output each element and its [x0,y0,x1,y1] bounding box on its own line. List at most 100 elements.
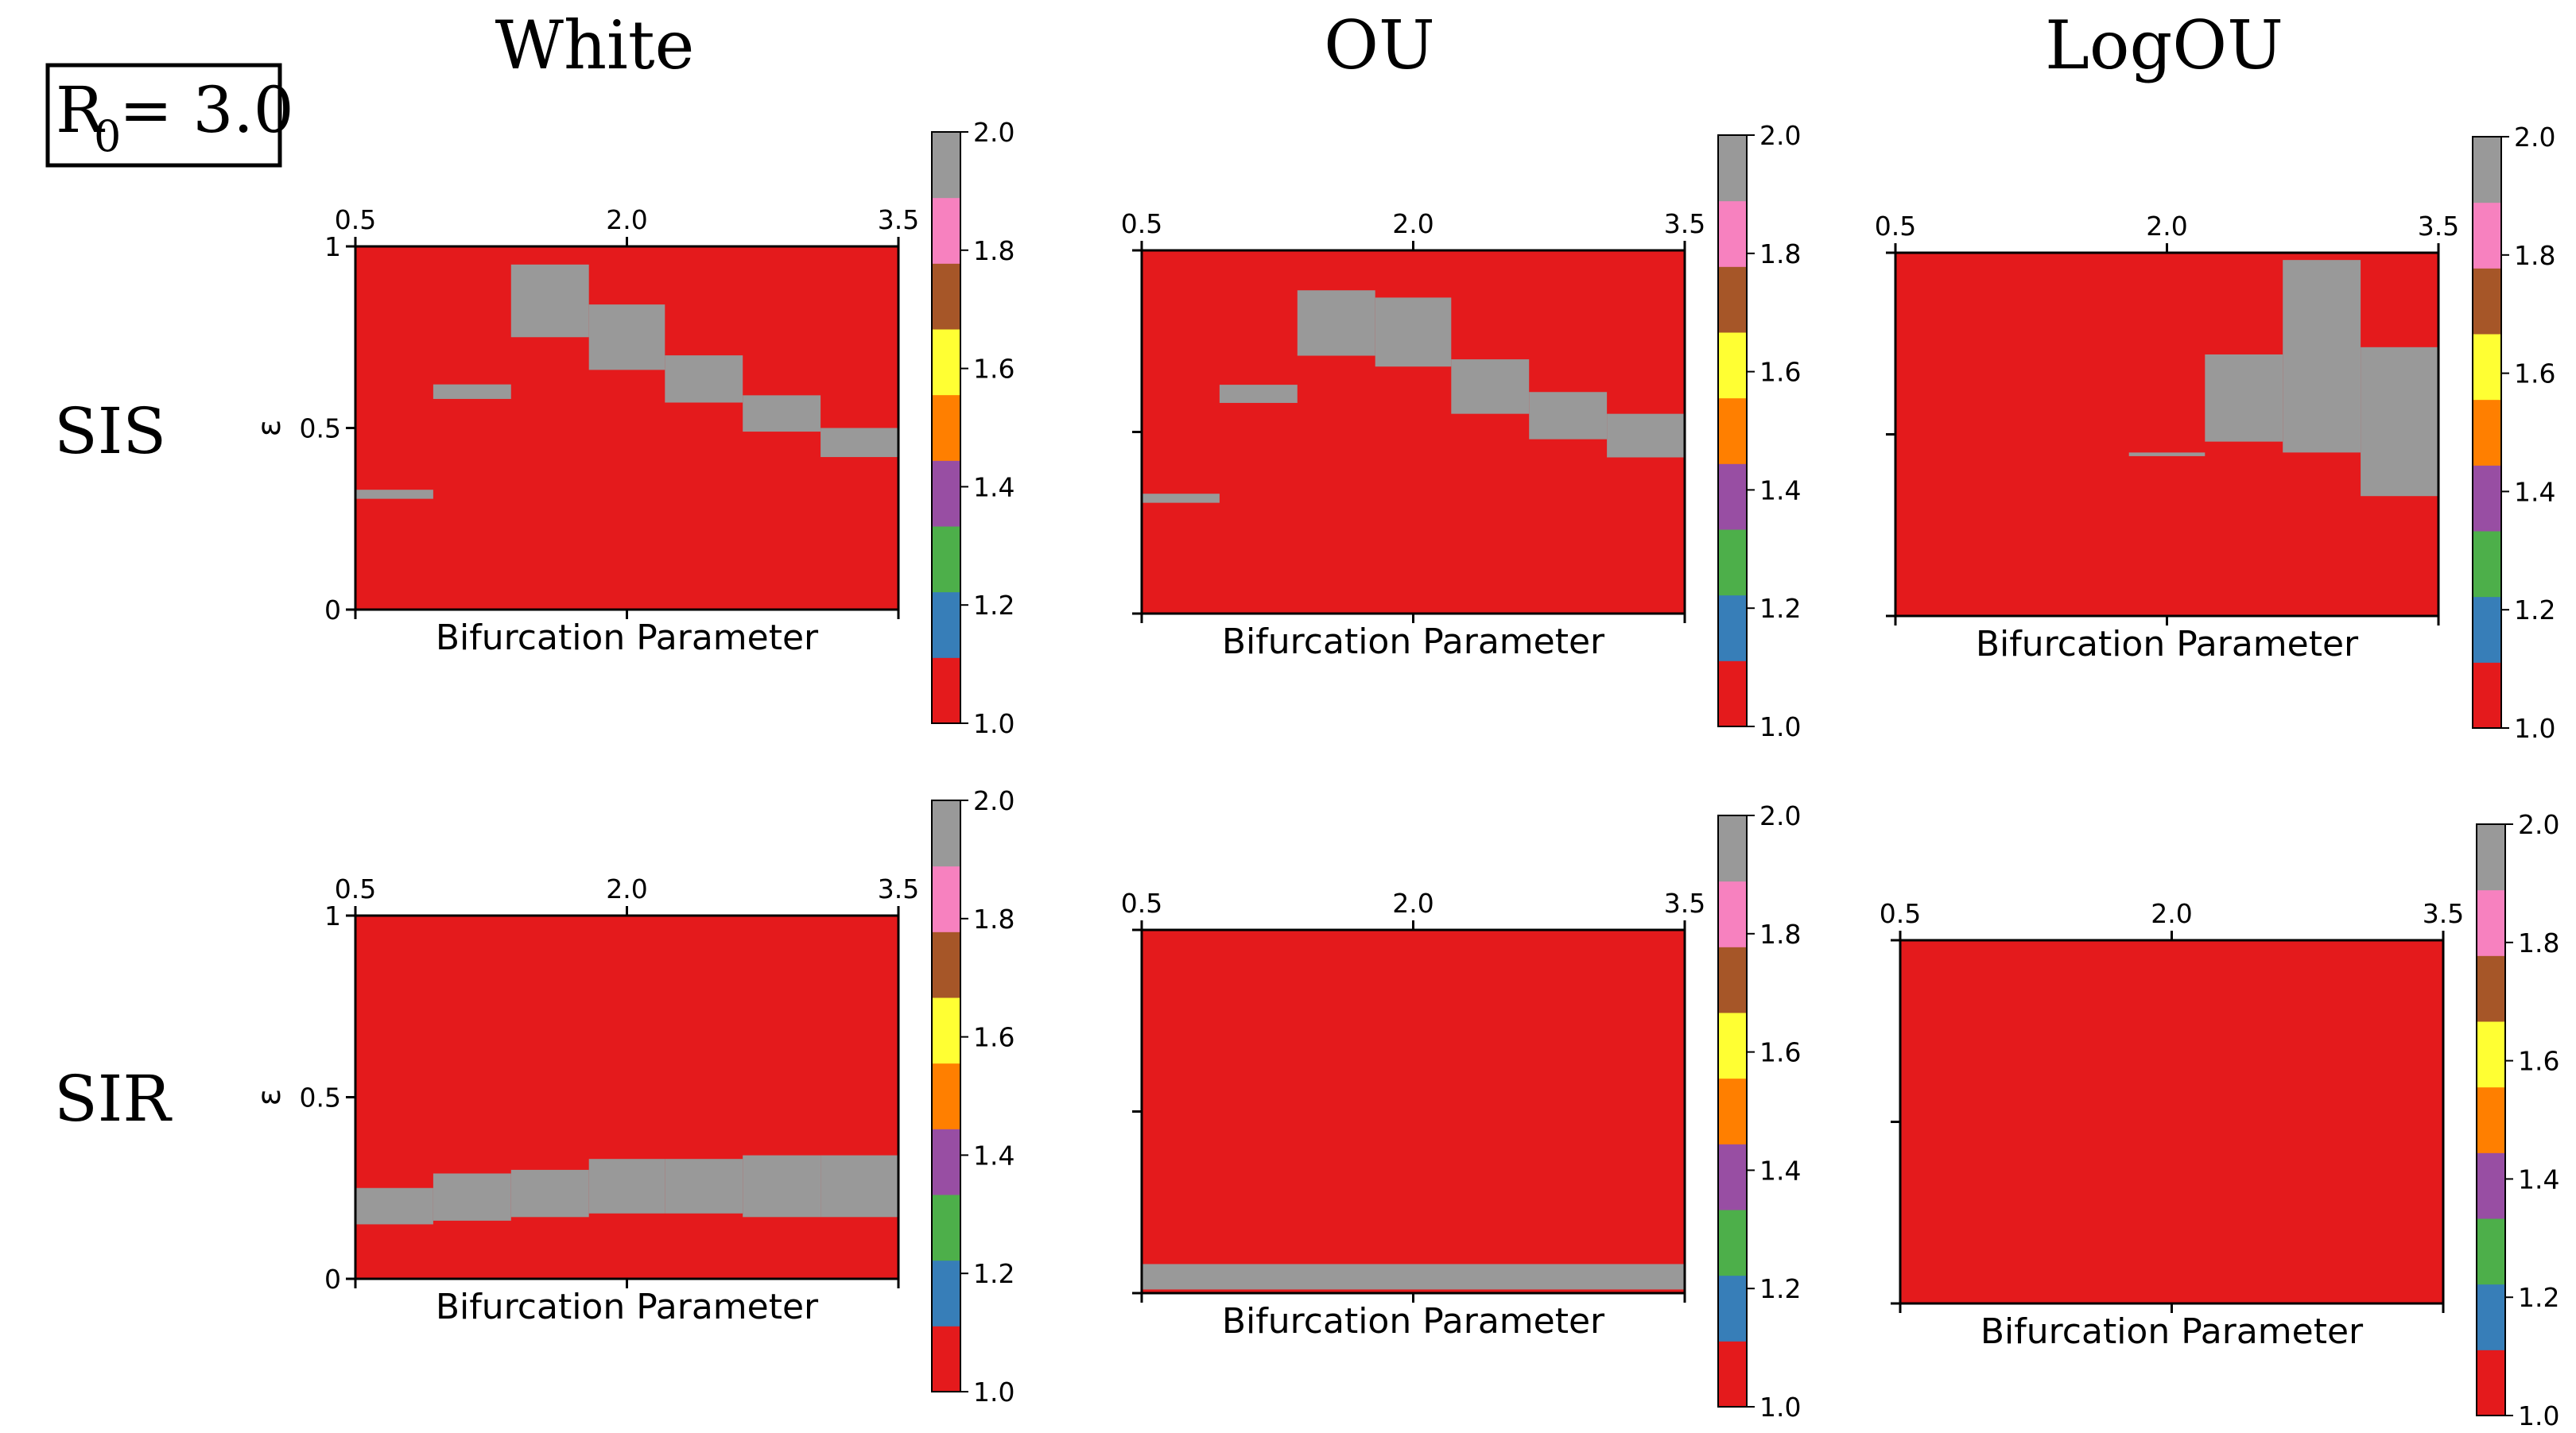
heatmap-cell [510,264,589,338]
heatmap-cell [1142,1264,1685,1290]
colorbar-tick-label: 1.0 [2518,1400,2559,1431]
heatmap-cell [588,1159,665,1214]
colorbar-segment [2473,399,2501,466]
heatmap-cell [665,1159,743,1214]
heatmap-cell [821,428,898,458]
x-tick-label: 2.0 [2146,211,2187,242]
colorbar-tick-label: 1.6 [973,1022,1014,1053]
x-tick-label: 0.5 [1880,898,1921,929]
colorbar-tick-label: 1.8 [973,235,1014,266]
heatmap-cell [433,1173,511,1221]
y-tick-label: 1 [324,231,341,262]
colorbar-frame [2476,823,2506,1416]
y-tick-label: 0.5 [300,413,341,444]
colorbar-segment [2473,334,2501,401]
colorbar-segment [1718,595,1747,661]
colorbar-tick-label: 2.0 [2518,809,2559,840]
colorbar-tick-label: 1.0 [2514,713,2555,744]
x-tick-label: 2.0 [606,873,647,904]
y-axis-label: ε [251,1089,288,1106]
colorbar-segment [932,997,960,1064]
x-tick-label: 2.0 [606,204,647,235]
row-label-sir: SIR [54,1062,173,1136]
heatmap-cell [2128,452,2206,456]
heatmap-cell [510,1169,589,1218]
x-axis-label: Bifurcation Parameter [1980,1311,2364,1352]
x-axis-label: Bifurcation Parameter [1976,624,2359,664]
colorbar-tick-label: 1.8 [2514,240,2555,271]
colorbar-tick-label: 1.2 [1759,593,1801,624]
colorbar-segment [1718,529,1747,596]
colorbar-tick-label: 1.6 [2514,358,2555,389]
colorbar-segment [2473,202,2501,269]
heatmap-cell [2361,347,2438,497]
heatmap-cell [588,304,665,370]
heatmap-cell [1607,413,1685,458]
panel-sis-ou: 0.5 2.0 3.5 Bifurcation Parameter 1.0 1.2 1.4 1… [1121,120,1802,742]
colorbar-segment [932,591,960,658]
colorbar-frame [2472,136,2502,729]
heatmap-cell [743,395,821,432]
x-tick-label: 3.5 [878,873,919,904]
row-label-sis: SIS [54,394,166,468]
colorbar-segment [932,263,960,330]
colorbar-frame [1717,134,1748,727]
r0-badge-subscript: 0 [94,111,121,161]
x-tick-label: 2.0 [1392,888,1433,919]
r0-badge-symbol: R [56,73,106,147]
y-tick-label: 0 [324,595,341,625]
colorbar-tick-label: 2.0 [973,117,1014,148]
colorbar-segment [932,329,960,396]
colorbar-segment [1718,881,1747,947]
colorbar-segment [1718,135,1747,202]
colorbar-tick-label: 1.8 [1759,919,1801,950]
colorbar-segment [2477,1218,2505,1285]
colorbar-tick-label: 1.2 [973,1258,1014,1289]
colorbar-segment [2473,596,2501,663]
heatmap-cell [1529,392,1608,440]
colorbar-segment [1718,1275,1747,1342]
x-tick-label: 0.5 [1875,211,1916,242]
colorbar-segment [1718,332,1747,399]
colorbar-segment [2473,268,2501,335]
colorbar-segment [932,394,960,461]
colorbar-tick-label: 1.2 [2518,1282,2559,1313]
x-tick-label: 0.5 [335,204,376,235]
colorbar-segment [2473,137,2501,203]
heatmap-cell [355,1187,433,1225]
colorbar-frame [931,131,961,724]
x-axis-label: Bifurcation Parameter [436,618,819,658]
colorbar-segment [932,1260,960,1326]
colorbar-tick-label: 1.8 [2518,928,2559,959]
x-axis-label: Bifurcation Parameter [436,1287,819,1327]
colorbar-tick-label: 1.6 [1759,357,1801,388]
y-axis-label: ε [251,420,288,437]
heatmap-cell [355,490,433,499]
colorbar-segment [2477,824,2505,891]
colorbar-segment [1718,397,1747,464]
colorbar-tick-label: 1.0 [1759,711,1801,742]
colorbar-tick-label: 1.2 [973,590,1014,621]
colorbar-segment [2477,1284,2505,1350]
colorbar-segment [1718,815,1747,882]
colorbar-segment [932,1129,960,1195]
heatmap-cell [2205,354,2283,442]
colorbar-tick-label: 1.6 [2518,1046,2559,1077]
heatmap-cell [1451,359,1530,414]
colorbar-tick-label: 2.0 [1759,120,1801,151]
r0-badge-frame [45,63,282,168]
colorbar-segment [1718,200,1747,267]
x-tick-label: 3.5 [2418,211,2459,242]
colorbar-segment [1718,947,1747,1013]
r0-badge-value: = 3.0 [119,73,294,147]
y-tick-label: 0 [324,1264,341,1295]
colorbar-segment [932,657,960,724]
colorbar-segment [932,526,960,593]
colorbar-tick-label: 1.6 [973,354,1014,385]
colorbar-tick-label: 1.2 [2514,595,2555,625]
colorbar-segment [1718,660,1747,727]
colorbar-tick-label: 1.0 [973,708,1014,739]
x-tick-label: 0.5 [1121,888,1162,919]
